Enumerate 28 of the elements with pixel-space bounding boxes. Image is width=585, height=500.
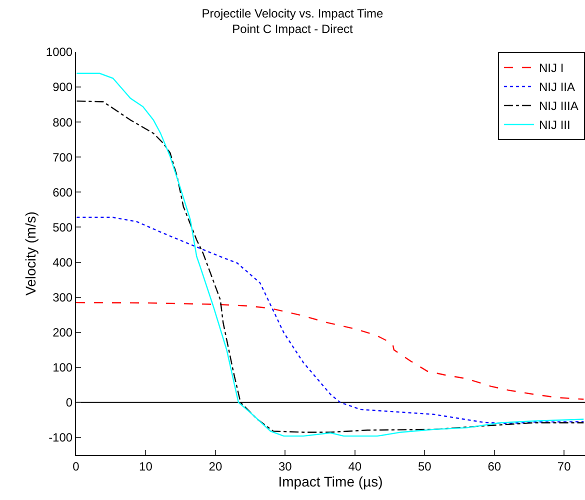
y-tick-label: 400 bbox=[52, 255, 73, 270]
x-tick-label: 40 bbox=[348, 459, 362, 474]
line-series bbox=[76, 216, 584, 424]
y-axis-title: Velocity (m/s) bbox=[22, 211, 38, 296]
y-tick-label: 600 bbox=[52, 185, 73, 200]
legend-label: NIJ IIIA bbox=[539, 99, 578, 114]
x-tick-label: 10 bbox=[139, 459, 153, 474]
y-tick-label: 0 bbox=[66, 396, 73, 410]
x-tick-label: 60 bbox=[488, 459, 502, 474]
y-tick-label: 500 bbox=[52, 220, 73, 234]
y-tick-label: 700 bbox=[52, 150, 73, 164]
x-tick-label: 30 bbox=[278, 459, 292, 474]
y-tick-label: -100 bbox=[48, 430, 73, 445]
y-tick-label: 900 bbox=[52, 80, 73, 94]
y-tick-label: 100 bbox=[52, 360, 73, 375]
y-tick-label: 800 bbox=[52, 115, 73, 130]
y-tick-label: 300 bbox=[52, 290, 73, 304]
legend-label: NIJ IIA bbox=[539, 80, 576, 94]
legend-label: NIJ III bbox=[539, 118, 570, 132]
x-tick-label: 70 bbox=[557, 459, 572, 474]
x-tick-label: 20 bbox=[208, 459, 222, 474]
chart-title: Projectile Velocity vs. Impact Time Point C Impact - Direct bbox=[202, 6, 384, 36]
y-tick-label: 200 bbox=[52, 326, 73, 340]
x-tick-label: 50 bbox=[418, 459, 432, 474]
line-series bbox=[76, 302, 584, 400]
y-tick-label: 1000 bbox=[46, 45, 73, 60]
x-axis-title: Impact Time (µs) bbox=[278, 473, 383, 490]
legend-label: NIJ I bbox=[539, 61, 564, 76]
